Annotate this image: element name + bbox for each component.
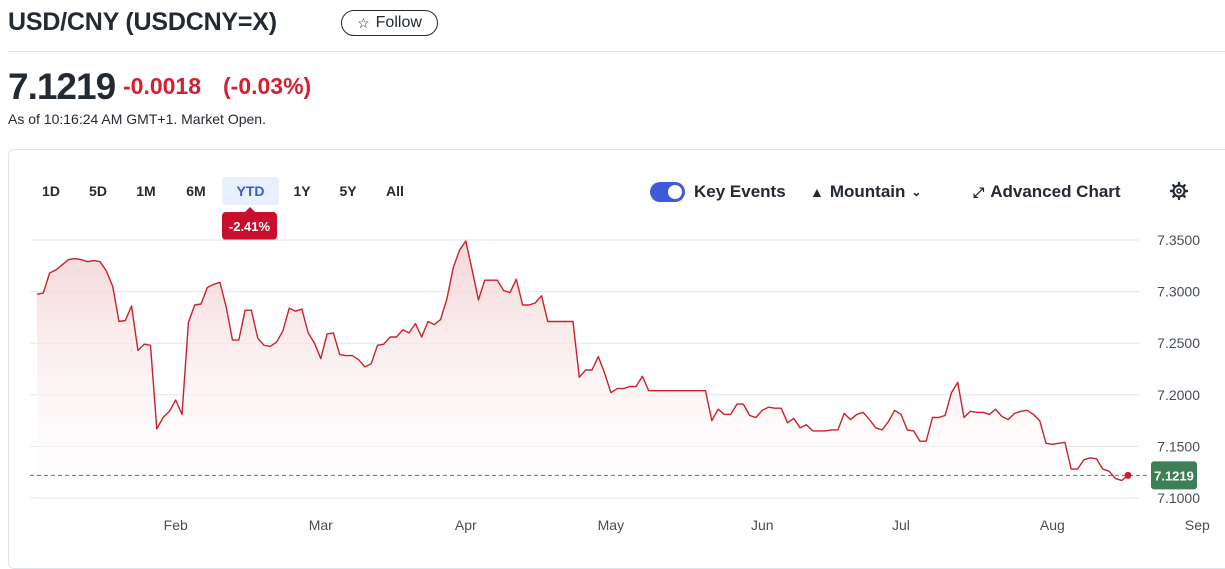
y-tick-label: 7.2000	[1157, 387, 1200, 403]
x-tick-label: Feb	[164, 517, 188, 533]
y-tick-label: 7.3000	[1157, 284, 1200, 300]
key-events-label: Key Events	[694, 182, 786, 201]
last-price-dot	[1124, 471, 1132, 479]
y-axis: 7.3500 7.3000 7.2500 7.2000 7.1500 7.1000	[1157, 232, 1200, 506]
chevron-down-icon: ⌄	[911, 185, 922, 199]
x-tick-label: Jun	[751, 517, 774, 533]
advanced-chart-button[interactable]: ⤢ Advanced Chart	[973, 180, 1121, 204]
price-line	[36, 240, 1129, 482]
settings-gear-icon[interactable]	[1169, 181, 1189, 201]
x-tick-label: Jul	[892, 517, 910, 533]
chart-type-label: Mountain	[829, 182, 906, 201]
follow-label: Follow	[375, 14, 422, 31]
x-tick-label: Apr	[455, 517, 477, 533]
range-all-button[interactable]: All	[386, 183, 404, 199]
range-1m-button[interactable]: 1M	[136, 183, 156, 199]
x-tick-label: Sep	[1185, 517, 1210, 533]
key-events-toggle[interactable]	[650, 182, 685, 202]
advanced-chart-label: Advanced Chart	[990, 182, 1121, 201]
header-divider	[8, 51, 1225, 52]
chart-type-dropdown[interactable]: ▲ Mountain ⌄	[810, 180, 921, 204]
y-tick-label: 7.2500	[1157, 335, 1200, 351]
last-price-badge-text: 7.1219	[1154, 468, 1194, 483]
range-1d-button[interactable]: 1D	[42, 183, 60, 199]
mountain-icon: ▲	[810, 184, 824, 200]
last-price-badge	[1151, 461, 1197, 490]
price-change: -0.0018	[123, 73, 202, 99]
range-5d-button[interactable]: 5D	[89, 183, 107, 199]
range-6m-button[interactable]: 6M	[186, 183, 206, 199]
x-axis: Feb Mar Apr May Jun Jul Aug Sep	[164, 517, 1210, 533]
price-area-fill	[37, 241, 1128, 498]
toggle-knob	[668, 185, 682, 199]
range-1y-button[interactable]: 1Y	[293, 183, 311, 199]
y-tick-label: 7.3500	[1157, 232, 1200, 248]
x-tick-label: Aug	[1040, 517, 1065, 533]
x-tick-label: May	[598, 517, 624, 533]
current-price: 7.1219	[8, 66, 116, 107]
ytd-change-badge: -2.41%	[222, 207, 277, 240]
range-5y-button[interactable]: 5Y	[339, 183, 357, 199]
x-tick-label: Mar	[309, 517, 333, 533]
market-status-text: As of 10:16:24 AM GMT+1. Market Open.	[8, 111, 266, 127]
range-ytd-button[interactable]: YTD	[222, 177, 279, 205]
star-icon: ☆	[357, 14, 370, 31]
price-chart[interactable]: 7.3500 7.3000 7.2500 7.2000 7.1500 7.1000 Feb…	[0, 0, 1225, 550]
follow-button[interactable]: ☆ Follow	[341, 10, 438, 36]
y-tick-label: 7.1500	[1157, 438, 1200, 454]
expand-arrow-icon: ⤢	[973, 183, 985, 200]
price-change-percent: (-0.03%)	[223, 73, 312, 99]
y-tick-label: 7.1000	[1157, 490, 1200, 506]
page-title: USD/CNY (USDCNY=X)	[8, 8, 277, 36]
